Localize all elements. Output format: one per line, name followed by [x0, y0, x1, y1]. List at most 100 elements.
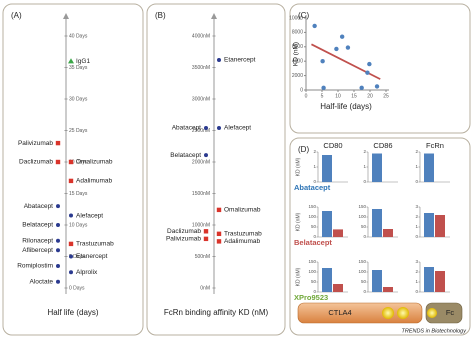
point-label: Aloctate: [30, 278, 54, 285]
y-tick-label: 1500nM: [192, 191, 210, 197]
point-label: Alefacept: [224, 125, 251, 132]
point-label: Adalimumab: [224, 238, 261, 245]
y-tick-label: 2: [415, 269, 418, 274]
data-point: [374, 84, 380, 89]
y-tick-label: 0: [363, 179, 366, 184]
bar: [383, 287, 393, 292]
y-tick-label: 100: [308, 269, 316, 274]
y-tick-label: 20 Days: [69, 159, 88, 165]
y-tick-label: 2: [415, 149, 418, 154]
point-label: Alefacept: [76, 212, 103, 219]
y-tick-label: 10000: [289, 15, 303, 21]
bar: [372, 209, 382, 237]
panel-label: (A): [11, 11, 22, 20]
data-point: [68, 241, 74, 247]
data-point: [56, 223, 60, 227]
x-tick-label: 25: [383, 93, 389, 99]
y-tick-label: 0: [313, 234, 316, 239]
x-tick-label: 20: [367, 93, 373, 99]
panel-label: (D): [298, 145, 309, 154]
panel-frame: [2, 3, 144, 336]
y-tick-label: 100: [358, 269, 366, 274]
y-tick-label: 1: [415, 164, 418, 169]
data-point: [312, 23, 317, 29]
y-tick-label: 6000: [292, 44, 303, 50]
point-label: Rilonacept: [22, 237, 53, 244]
y-tick-label: 2000nM: [192, 159, 210, 165]
x-tick-label: 0: [305, 93, 308, 99]
y-tick-label: 1: [363, 164, 366, 169]
site: [397, 307, 409, 319]
y-tick-label: 100: [358, 214, 366, 219]
y-tick-label: 150: [358, 259, 366, 264]
credit: TRENDS in Biotechnology: [401, 328, 467, 334]
site: [382, 307, 394, 319]
y-tick-label: 0: [415, 179, 418, 184]
point-label: Etanercept: [76, 253, 108, 260]
y-tick-label: 1000nM: [192, 222, 210, 228]
point-label: Omalizumab: [224, 207, 261, 214]
point-label: Palivizumab: [166, 236, 201, 243]
y-tick-label: 1: [313, 164, 316, 169]
panel-frame: [289, 3, 471, 134]
data-point: [334, 46, 339, 52]
row-label: XPro9523: [294, 293, 328, 302]
data-point: [217, 57, 221, 62]
y-tick-label: 0nM: [200, 285, 210, 291]
y-tick-label: 2000: [292, 73, 303, 79]
bar: [322, 155, 332, 182]
axis-title: Half life (days): [47, 308, 98, 317]
y-tick-label: 4000: [292, 59, 303, 65]
site: [427, 308, 437, 318]
point-label: Palivizumab: [18, 140, 53, 147]
data-point: [367, 61, 372, 67]
axis-title: FcRn binding affinity KD (nM): [164, 308, 269, 317]
y-tick-label: 35 Days: [69, 65, 88, 71]
y-tick-label: 50: [311, 224, 317, 229]
panel-label: (C): [298, 11, 309, 20]
bar: [424, 153, 434, 182]
column-header: FcRn: [426, 141, 444, 150]
y-tick-label: 150: [308, 259, 316, 264]
point-label: Etanercept: [224, 57, 256, 64]
data-point: [56, 279, 60, 284]
data-point: [339, 34, 345, 39]
data-point: [68, 178, 74, 184]
point-label: Abatacept: [24, 203, 53, 210]
bar: [372, 153, 382, 182]
bar: [322, 211, 332, 237]
y-tick-label: 10 Days: [69, 222, 88, 228]
data-point: [204, 125, 208, 130]
data-point: [56, 238, 60, 243]
y-tick-label: 0: [415, 289, 418, 294]
data-point: [56, 248, 60, 253]
y-tick-label: 50: [361, 279, 367, 284]
y-tick-label: 500nM: [195, 254, 210, 260]
data-point: [204, 153, 208, 158]
y-tick-label: 30 Days: [69, 96, 88, 102]
x-tick-label: 10: [335, 93, 341, 99]
point-label: Romiplostim: [17, 263, 53, 270]
y-tick-label: 2: [415, 214, 418, 219]
y-tick-label: 3: [415, 204, 418, 209]
y-axis-title: KD (nM): [295, 212, 301, 231]
panel-frame: [289, 137, 471, 336]
point-label: Daclizumab: [167, 228, 201, 235]
data-point: [55, 140, 61, 146]
point-label: IgG1: [76, 58, 90, 65]
point-label: Adalimumab: [76, 178, 113, 185]
y-tick-label: 4000nM: [192, 33, 210, 39]
point-label: Alprolix: [76, 269, 98, 276]
data-point: [69, 254, 73, 259]
y-tick-label: 3500nM: [192, 65, 210, 71]
data-point: [217, 125, 221, 130]
y-tick-label: 2: [313, 149, 316, 154]
y-tick-label: 0: [313, 179, 316, 184]
bar: [322, 268, 332, 292]
y-tick-label: 2500nM: [192, 128, 210, 134]
point-label: Trastuzumab: [76, 241, 114, 248]
y-tick-label: 100: [308, 214, 316, 219]
diagram-label: Fc: [446, 308, 455, 317]
row-label: Belatacept: [294, 238, 332, 247]
data-point: [55, 159, 61, 165]
